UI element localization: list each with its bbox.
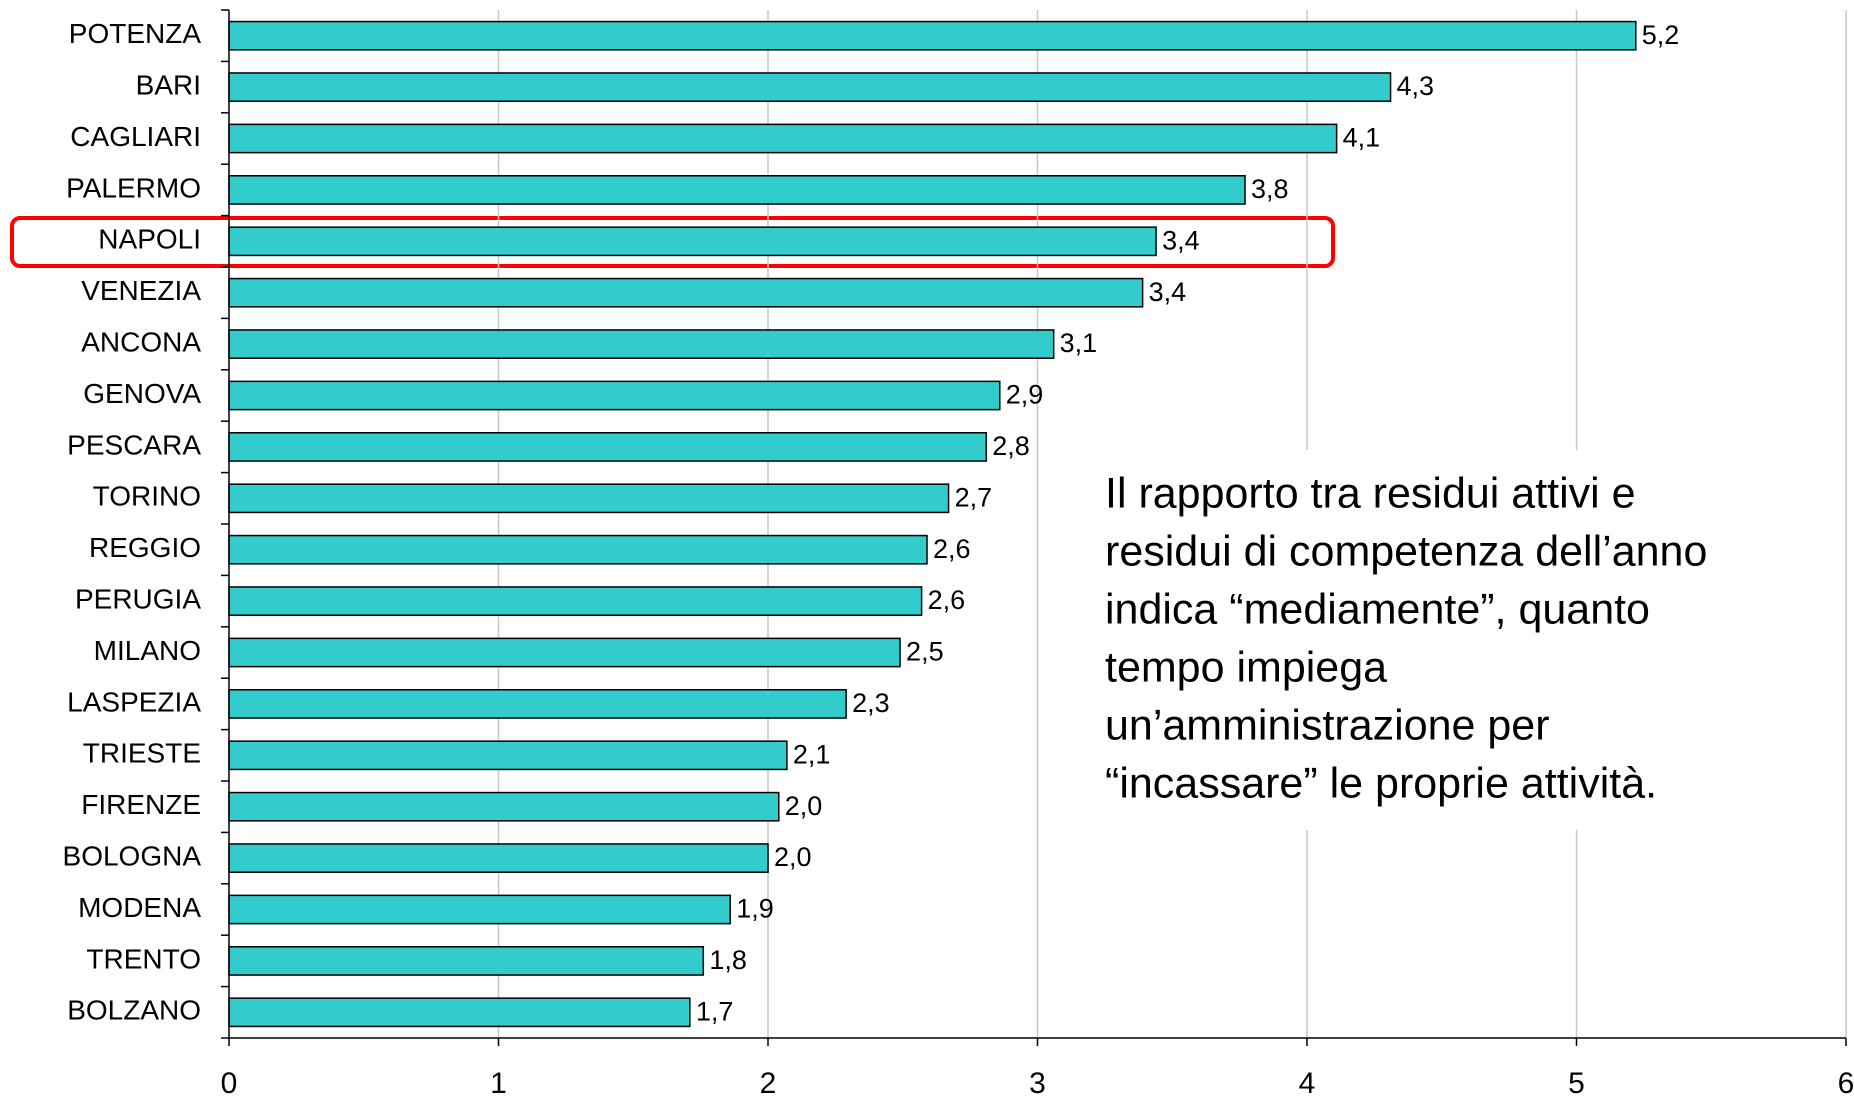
bar — [228, 791, 780, 822]
x-tick-label: 4 — [1299, 1067, 1316, 1100]
value-label: 3,4 — [1149, 277, 1187, 307]
annotation: Il rapporto tra residui attivi e — [1105, 469, 1636, 517]
y-tick-label: REGGIO — [89, 532, 201, 563]
value-label: 2,7 — [955, 482, 993, 512]
value-label: 2,5 — [906, 637, 944, 667]
value-label: 3,4 — [1162, 225, 1200, 255]
bar — [228, 483, 950, 514]
bar — [228, 20, 1637, 51]
bar — [228, 277, 1144, 308]
annotation: un’amministrazione per — [1105, 701, 1550, 749]
bar — [228, 689, 847, 719]
y-tick-label: PALERMO — [66, 172, 201, 203]
y-tick-label: POTENZA — [69, 18, 202, 49]
y-tick-label: PESCARA — [67, 429, 201, 460]
highlight-box — [10, 216, 1335, 268]
x-tick-label: 3 — [1029, 1067, 1046, 1100]
bar — [228, 123, 1338, 154]
bar — [228, 740, 788, 771]
value-label: 5,2 — [1642, 20, 1680, 50]
value-label: 1,7 — [696, 996, 734, 1026]
x-tick-label: 0 — [221, 1067, 238, 1100]
value-label: 2,9 — [1006, 380, 1044, 410]
y-tick-label: MODENA — [78, 892, 201, 923]
value-label: 4,3 — [1397, 71, 1435, 101]
bar — [228, 432, 988, 462]
value-label: 2,0 — [774, 842, 812, 872]
y-tick-label: FIRENZE — [81, 789, 201, 820]
note-background — [1090, 450, 1790, 830]
bar — [228, 894, 732, 925]
value-label: 2,6 — [928, 585, 966, 615]
x-tick-label: 1 — [490, 1067, 507, 1100]
y-tick-label: NAPOLI — [98, 224, 201, 255]
x-tick-label: 6 — [1838, 1067, 1854, 1100]
y-tick-label: TRIESTE — [83, 738, 201, 769]
y-tick-label: BOLOGNA — [63, 840, 202, 871]
annotation: residui di competenza dell’anno — [1105, 527, 1707, 575]
value-label: 2,8 — [992, 431, 1030, 461]
value-label: 2,0 — [785, 791, 823, 821]
value-label: 4,1 — [1343, 123, 1381, 153]
y-tick-label: TORINO — [93, 481, 201, 512]
y-tick-label: CAGLIARI — [70, 121, 201, 152]
y-tick-label: MILANO — [94, 635, 201, 666]
value-label: 3,8 — [1251, 174, 1289, 204]
bar — [228, 380, 1001, 411]
bar — [228, 843, 769, 873]
bar — [228, 329, 1055, 359]
bar — [228, 226, 1157, 257]
y-tick-label: GENOVA — [83, 378, 201, 409]
bar — [228, 637, 901, 668]
annotation: tempo impiega — [1105, 643, 1387, 691]
bar — [228, 946, 705, 976]
bar — [228, 586, 923, 616]
y-tick-label: LASPEZIA — [67, 686, 201, 717]
value-label: 1,9 — [736, 894, 774, 924]
value-label: 2,6 — [933, 534, 971, 564]
y-tick-label: TRENTO — [86, 943, 201, 974]
annotation: indica “mediamente”, quanto — [1105, 585, 1650, 633]
value-label: 2,1 — [793, 739, 831, 769]
y-tick-label: ANCONA — [81, 326, 201, 357]
value-label: 2,3 — [852, 688, 890, 718]
y-tick-label: VENEZIA — [81, 275, 201, 306]
bar — [228, 72, 1392, 102]
annotation: “incassare” le proprie attività. — [1105, 759, 1657, 807]
bar — [228, 175, 1246, 205]
x-tick-label: 5 — [1568, 1067, 1585, 1100]
bar — [228, 534, 928, 565]
y-tick-label: BOLZANO — [67, 995, 201, 1026]
y-tick-label: BARI — [136, 69, 201, 100]
value-label: 1,8 — [709, 945, 747, 975]
value-label: 3,1 — [1060, 328, 1098, 358]
y-tick-label: PERUGIA — [75, 583, 201, 614]
x-tick-label: 2 — [760, 1067, 777, 1100]
bar — [228, 997, 691, 1028]
